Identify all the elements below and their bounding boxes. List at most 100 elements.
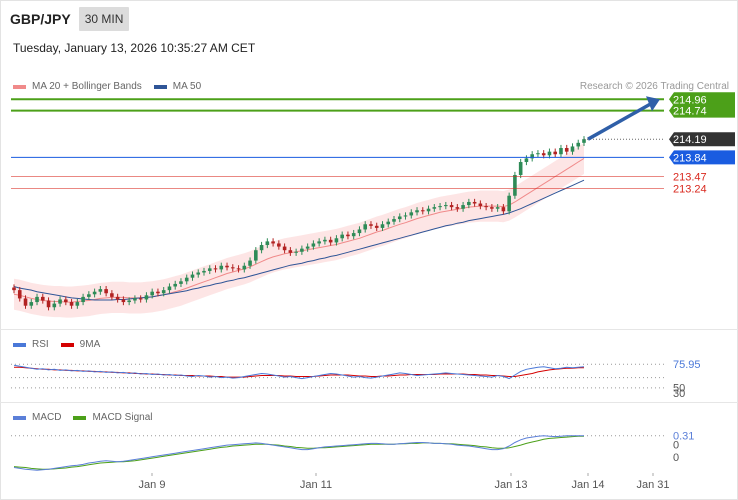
candle-body: [236, 268, 241, 270]
candle-body: [513, 174, 517, 196]
candle-body: [409, 212, 414, 216]
macd-zero-label: 0: [673, 452, 679, 464]
macd-signal-line: [13, 435, 584, 470]
level-label-support: 213.24: [673, 183, 707, 195]
candle-body: [29, 302, 34, 306]
panel-divider-macd: [0, 402, 738, 403]
candle-body: [127, 300, 131, 303]
legend-macd-signal-label: MACD Signal: [92, 412, 153, 423]
rsi-swatch: [13, 342, 26, 347]
rsi-value-label: 75.95: [673, 359, 701, 371]
candle-body: [213, 268, 218, 270]
ma50-swatch: [153, 84, 167, 89]
timeframe-button[interactable]: 30 MIN: [78, 7, 130, 31]
candle-body: [150, 291, 154, 296]
candle-body: [282, 246, 287, 251]
candle-body: [161, 290, 166, 294]
main-legend: MA 20 + Bollinger Bands MA 50: [13, 81, 213, 92]
level-tag-target: [669, 92, 735, 107]
candle-body: [467, 201, 471, 206]
x-tick-label: Jan 11: [300, 479, 332, 491]
candle-body: [230, 267, 235, 269]
candle-body: [576, 142, 581, 147]
candle-body: [184, 277, 189, 282]
candle-body: [501, 207, 506, 212]
candle-body: [340, 234, 344, 239]
candle-body: [98, 289, 103, 292]
candle-body: [386, 221, 391, 225]
macd-line: [13, 435, 584, 471]
chart-header: GBP/JPY 30 MIN: [10, 7, 130, 31]
candle-body: [363, 224, 368, 230]
candle-body: [288, 250, 293, 253]
candle-body: [357, 229, 362, 234]
ma50-line: [13, 179, 585, 301]
candle-body: [559, 148, 563, 155]
level-label-last: 214.19: [673, 134, 707, 146]
candle-body: [432, 207, 437, 209]
level-tag-target: [669, 103, 735, 118]
candle-body: [472, 201, 477, 204]
level-tag-pivot: [669, 150, 735, 165]
symbol-label: GBP/JPY: [10, 11, 71, 27]
candle-body: [69, 302, 74, 306]
candle-body: [40, 296, 45, 301]
candle-body: [196, 272, 201, 275]
level-label-target: 214.74: [673, 106, 707, 118]
macd-swatch: [13, 415, 26, 420]
candle-body: [17, 290, 22, 299]
candle-body: [110, 293, 114, 297]
macd-value-label: 0.31: [673, 431, 694, 443]
candle-body: [35, 296, 39, 303]
candle-body: [138, 298, 143, 300]
rsi-legend: RSI 9MA: [13, 339, 112, 350]
legend-ma20-label: MA 20 + Bollinger Bands: [32, 81, 142, 92]
candle-body: [328, 239, 333, 243]
candle-body: [219, 265, 224, 270]
candle-body: [265, 241, 270, 246]
candle-body: [87, 294, 91, 297]
legend-rsi-ma-label: 9MA: [79, 339, 101, 350]
candle-body: [52, 303, 57, 308]
candle-body: [518, 162, 523, 175]
candle-body: [300, 248, 304, 252]
candle-body: [547, 151, 552, 156]
candle-body: [444, 205, 448, 207]
candle-body: [12, 287, 16, 291]
panel-divider-rsi: [0, 329, 738, 330]
candle-body: [369, 224, 373, 226]
bollinger-band-area: [14, 142, 584, 318]
candle-body: [495, 207, 500, 209]
candle-body: [305, 246, 310, 249]
candle-body: [248, 260, 252, 266]
candle-body: [190, 274, 195, 278]
legend-macd-label: MACD: [32, 412, 62, 423]
x-tick-label: Jan 31: [636, 479, 669, 491]
level-label-pivot: 213.84: [673, 152, 707, 164]
legend-item-macd-signal: MACD Signal: [73, 412, 152, 423]
candle-body: [46, 300, 51, 308]
candle-body: [323, 239, 327, 242]
candle-body: [133, 298, 137, 301]
forecast-arrow-head: [646, 96, 660, 112]
level-tag-last: [669, 132, 735, 147]
candle-body: [317, 241, 321, 244]
candle-body: [392, 219, 396, 222]
level-label-target: 214.96: [673, 94, 707, 106]
macd-signal-swatch: [73, 415, 87, 420]
candle-body: [58, 299, 62, 304]
candle-body: [564, 148, 569, 152]
legend-item-ma50: MA 50: [153, 81, 201, 92]
legend-item-rsi: RSI: [13, 339, 49, 350]
candle-body: [242, 265, 247, 270]
candle-body: [121, 299, 126, 303]
candle-body: [461, 205, 465, 209]
datetime-label: Tuesday, January 13, 2026 10:35:27 AM CE…: [13, 41, 256, 55]
candle-body: [415, 210, 419, 213]
candle-body: [582, 139, 586, 143]
candle-body: [156, 291, 160, 294]
legend-item-rsi-ma: 9MA: [60, 339, 101, 350]
legend-item-macd: MACD: [13, 412, 61, 423]
candle-body: [478, 203, 483, 207]
